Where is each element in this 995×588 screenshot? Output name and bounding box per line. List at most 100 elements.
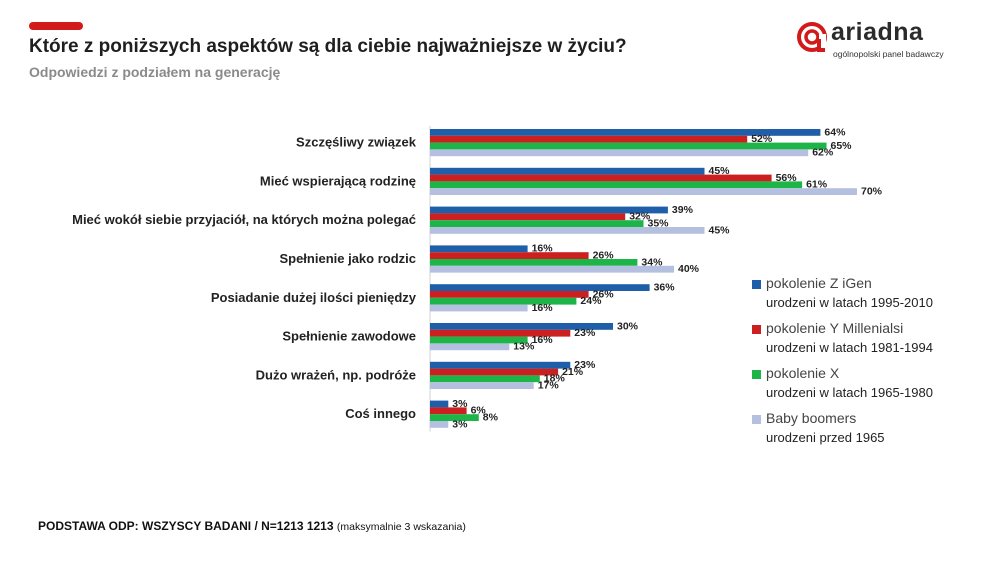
- data-label: 70%: [861, 186, 883, 198]
- data-label: 23%: [574, 359, 596, 371]
- category-label: Posiadanie dużej ilości pieniędzy: [211, 290, 417, 305]
- data-label: 56%: [776, 172, 798, 184]
- bar: [430, 291, 589, 298]
- data-label: 16%: [532, 243, 554, 255]
- page-subtitle: Odpowiedzi z podziałem na generację: [29, 64, 281, 80]
- bar: [430, 142, 827, 150]
- data-label: 21%: [562, 366, 584, 378]
- bar: [430, 220, 644, 227]
- bar: [430, 368, 559, 376]
- data-label: 64%: [824, 126, 846, 138]
- bar: [430, 284, 650, 291]
- page-title: Które z poniższych aspektów są dla ciebi…: [29, 36, 627, 57]
- data-label: 45%: [709, 224, 731, 236]
- data-label: 62%: [812, 147, 834, 159]
- data-label: 65%: [831, 140, 853, 152]
- data-label: 3%: [452, 418, 468, 430]
- legend-series-name: pokolenie X: [766, 365, 840, 381]
- legend-swatch: [752, 325, 761, 334]
- bar: [430, 343, 510, 351]
- bar: [430, 149, 809, 157]
- data-label: 13%: [513, 341, 535, 353]
- legend-swatch: [752, 280, 761, 289]
- bar: [430, 174, 772, 182]
- legend-swatch: [752, 415, 761, 424]
- bar: [430, 375, 540, 383]
- category-label: Spełnienie jako rodzic: [279, 251, 416, 266]
- data-label: 18%: [544, 373, 566, 385]
- logo-wordmark: ariadna: [831, 18, 924, 46]
- category-label: Dużo wrażeń, np. podróże: [256, 367, 416, 382]
- category-label: Szczęśliwy związek: [296, 135, 417, 150]
- legend-item: pokolenie Y Millenialsi urodzeni w latac…: [752, 320, 987, 365]
- footer-note: (maksymalnie 3 wskazania): [336, 521, 466, 533]
- accent-bar: [29, 22, 83, 30]
- data-label: 17%: [538, 380, 560, 392]
- bar: [430, 414, 479, 421]
- data-label: 52%: [751, 133, 773, 145]
- bar: [430, 361, 571, 369]
- data-label: 35%: [648, 218, 670, 230]
- data-label: 45%: [709, 165, 731, 177]
- bar: [430, 252, 589, 259]
- bar: [430, 259, 638, 266]
- bar: [430, 297, 577, 305]
- bar: [430, 167, 705, 175]
- data-label: 16%: [532, 334, 554, 346]
- data-label: 23%: [574, 327, 596, 339]
- legend-item: pokolenie Z iGen urodzeni w latach 1995-…: [752, 275, 987, 320]
- bar: [430, 206, 668, 214]
- data-label: 32%: [629, 211, 651, 223]
- legend-series-subtitle: urodzeni przed 1965: [766, 430, 885, 445]
- data-label: 16%: [532, 302, 554, 314]
- bar: [430, 213, 626, 221]
- data-label: 3%: [452, 398, 468, 410]
- chart-legend: pokolenie Z iGen urodzeni w latach 1995-…: [752, 275, 987, 455]
- ariadna-logo: ariadna ogólnopolski panel badawczy: [795, 18, 965, 62]
- data-label: 6%: [471, 405, 487, 417]
- legend-swatch: [752, 370, 761, 379]
- data-label: 30%: [617, 320, 639, 332]
- legend-item: pokolenie X urodzeni w latach 1965-1980: [752, 365, 987, 410]
- data-label: 8%: [483, 412, 499, 424]
- footer-base-label: PODSTAWA ODP: WSZYSCY BADANI / N=1213 12…: [38, 519, 334, 533]
- data-label: 40%: [678, 263, 700, 275]
- bar: [430, 188, 857, 195]
- bar: [430, 245, 528, 253]
- legend-series-subtitle: urodzeni w latach 1965-1980: [766, 385, 933, 400]
- legend-series-subtitle: urodzeni w latach 1981-1994: [766, 340, 933, 355]
- data-label: 39%: [672, 204, 694, 216]
- bar: [430, 304, 528, 312]
- bar: [430, 407, 467, 415]
- data-label: 61%: [806, 179, 828, 191]
- category-label: Mieć wokół siebie przyjaciół, na których…: [72, 212, 416, 227]
- data-label: 34%: [641, 256, 663, 268]
- bar: [430, 265, 674, 273]
- ariadna-logo-icon: [797, 22, 827, 52]
- category-label: Coś innego: [345, 406, 416, 421]
- data-label: 26%: [593, 250, 615, 262]
- bar: [430, 329, 571, 337]
- legend-series-name: Baby boomers: [766, 410, 857, 426]
- category-label: Spełnienie zawodowe: [282, 329, 416, 344]
- footer-base: PODSTAWA ODP: WSZYSCY BADANI / N=1213 12…: [38, 519, 466, 533]
- logo-tagline: ogólnopolski panel badawczy: [833, 49, 944, 59]
- bar: [430, 382, 534, 389]
- legend-series-name: pokolenie Y Millenialsi: [766, 320, 904, 336]
- bar: [430, 323, 613, 330]
- legend-item: Baby boomers urodzeni przed 1965: [752, 410, 987, 455]
- bar: [430, 421, 449, 428]
- data-label: 36%: [654, 282, 676, 294]
- legend-series-subtitle: urodzeni w latach 1995-2010: [766, 295, 933, 310]
- bar: [430, 129, 821, 136]
- data-label: 26%: [593, 288, 615, 300]
- bar: [430, 227, 705, 234]
- data-label: 24%: [580, 295, 602, 307]
- bar: [430, 135, 748, 143]
- bar: [430, 336, 528, 344]
- legend-series-name: pokolenie Z iGen: [766, 275, 872, 291]
- bar: [430, 400, 449, 408]
- bar: [430, 181, 803, 189]
- category-label: Mieć wspierającą rodzinę: [260, 173, 416, 188]
